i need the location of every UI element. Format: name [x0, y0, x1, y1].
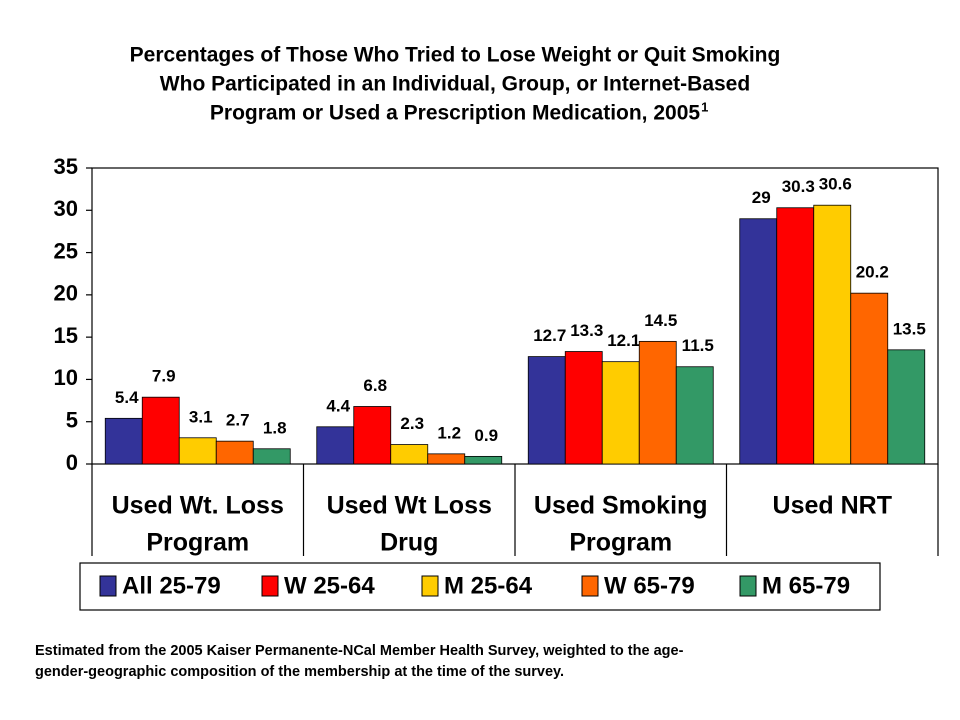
bar — [353, 406, 392, 465]
value-label: 30.6 — [819, 175, 852, 194]
value-label: 2.7 — [226, 411, 250, 430]
y-tick-label: 0 — [66, 450, 78, 475]
bar — [813, 204, 852, 465]
bar — [850, 292, 889, 465]
x-tick-label: Used Wt. Loss — [112, 492, 284, 520]
bar — [675, 366, 714, 465]
value-label: 12.1 — [607, 331, 640, 350]
bar — [564, 351, 603, 465]
x-tick-label: Used Wt Loss — [327, 492, 492, 520]
bar — [464, 455, 503, 465]
x-tick-label: Program — [569, 529, 672, 557]
y-tick-label: 20 — [54, 281, 78, 306]
bar — [316, 426, 355, 465]
value-label: 20.2 — [856, 263, 889, 282]
x-tick-label: Drug — [380, 529, 438, 557]
value-label: 6.8 — [363, 376, 387, 395]
value-label: 13.5 — [893, 319, 926, 338]
bar — [601, 361, 640, 465]
bar — [252, 448, 291, 465]
bar — [887, 349, 926, 465]
value-label: 30.3 — [782, 177, 815, 196]
value-label: 2.3 — [400, 414, 424, 433]
value-label: 11.5 — [682, 336, 714, 355]
value-label: 29 — [752, 188, 771, 207]
bar — [739, 218, 778, 465]
bar — [215, 440, 254, 465]
bar — [776, 207, 815, 465]
legend-label: W 65-79 — [604, 572, 695, 599]
chart-title: Program or Used a Prescription Medicatio… — [210, 102, 700, 125]
y-tick-label: 10 — [54, 365, 78, 390]
x-tick-label: Program — [146, 529, 249, 557]
value-label: 3.1 — [189, 407, 213, 426]
legend-swatch — [261, 575, 279, 597]
bar — [390, 444, 429, 465]
legend-swatch — [421, 575, 439, 597]
legend-label: M 25-64 — [444, 572, 533, 599]
legend-label: All 25-79 — [122, 572, 221, 599]
value-label: 12.7 — [533, 326, 566, 345]
y-tick-label: 5 — [66, 408, 78, 433]
legend-swatch — [739, 575, 757, 597]
bar — [427, 453, 466, 465]
chart-title: Who Participated in an Individual, Group… — [160, 73, 750, 96]
value-label: 5.4 — [115, 388, 139, 407]
y-tick-label: 30 — [54, 196, 78, 221]
value-label: 7.9 — [152, 367, 176, 386]
value-label: 1.8 — [263, 418, 287, 437]
value-label: 0.9 — [474, 426, 498, 445]
value-label: 13.3 — [570, 321, 603, 340]
y-tick-label: 25 — [54, 238, 78, 263]
legend-swatch — [581, 575, 599, 597]
footnote: gender-geographic composition of the mem… — [35, 664, 564, 680]
y-tick-label: 35 — [54, 154, 78, 179]
bar — [527, 356, 566, 465]
title-superscript: 1 — [701, 99, 708, 114]
bar — [104, 417, 143, 465]
legend-label: W 25-64 — [284, 572, 375, 599]
legend-swatch — [99, 575, 117, 597]
bar — [638, 340, 677, 465]
x-tick-label: Used NRT — [773, 492, 892, 520]
value-label: 14.5 — [644, 311, 677, 330]
value-label: 4.4 — [326, 396, 350, 415]
bar — [178, 437, 217, 465]
value-label: 1.2 — [437, 423, 461, 442]
y-tick-label: 15 — [54, 323, 78, 348]
legend-label: M 65-79 — [762, 572, 850, 599]
x-tick-label: Used Smoking — [534, 492, 708, 520]
footnote: Estimated from the 2005 Kaiser Permanent… — [35, 643, 684, 659]
chart-title: Percentages of Those Who Tried to Lose W… — [130, 44, 781, 67]
bar — [141, 396, 180, 465]
